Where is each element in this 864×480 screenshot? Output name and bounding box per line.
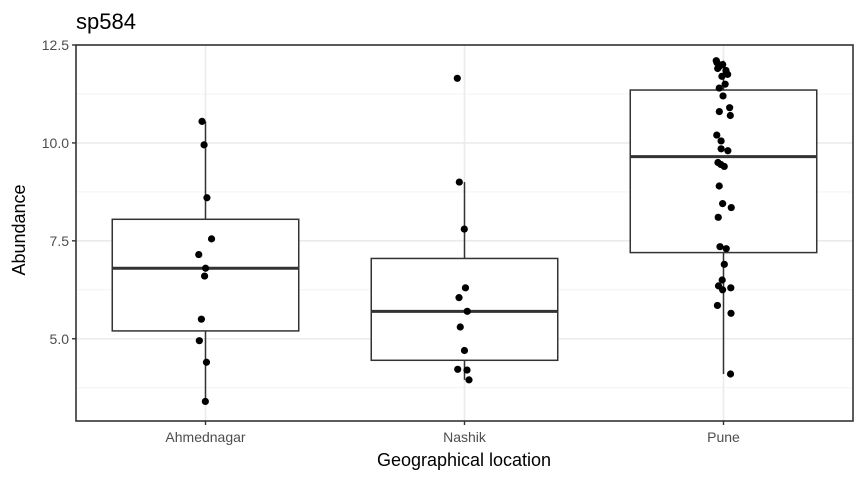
data-point: [203, 194, 211, 202]
data-point: [195, 337, 203, 345]
data-point: [713, 131, 721, 139]
data-point: [715, 84, 723, 92]
data-point: [460, 225, 468, 233]
data-point: [456, 323, 464, 331]
data-point: [715, 182, 723, 190]
data-point: [715, 107, 723, 116]
y-tick-label: 10.0: [42, 135, 69, 151]
data-point: [714, 158, 722, 167]
data-point: [202, 358, 211, 366]
data-point: [463, 307, 471, 315]
data-point: [712, 57, 720, 65]
data-point: [719, 92, 727, 100]
data-point: [198, 117, 206, 125]
data-point: [207, 235, 216, 243]
data-point: [455, 178, 463, 186]
data-point: [716, 243, 724, 251]
data-point: [202, 264, 210, 272]
y-tick-label: 7.5: [50, 233, 70, 249]
axes-layer: 5.0 7.5 10.0 12.5 Ahmednagar Nashik Pune: [42, 37, 854, 445]
data-point: [200, 272, 209, 280]
data-point: [455, 294, 463, 302]
data-point: [718, 276, 726, 284]
data-point: [717, 145, 725, 153]
data-point: [726, 104, 734, 112]
data-point: [720, 260, 728, 268]
data-point: [195, 250, 203, 259]
y-tick-label: 5.0: [50, 331, 70, 347]
data-point: [727, 284, 735, 292]
data-point: [718, 72, 726, 80]
x-axis-title: Geographical location: [377, 450, 551, 470]
points-layer: [195, 57, 735, 406]
data-point: [726, 370, 735, 378]
x-tick-label: Nashik: [443, 429, 487, 445]
data-point: [722, 245, 730, 253]
data-point: [197, 315, 206, 323]
data-point: [727, 203, 735, 212]
data-point: [722, 66, 730, 75]
data-point: [719, 200, 727, 208]
data-point: [461, 284, 470, 292]
data-point: [726, 111, 734, 120]
y-axis-title: Abundance: [9, 184, 29, 275]
x-tick-label: Pune: [707, 429, 740, 445]
data-point: [463, 366, 471, 374]
box-iqr: [629, 89, 818, 254]
data-point: [713, 301, 722, 310]
data-point: [465, 376, 473, 384]
data-point: [717, 137, 725, 145]
data-point: [454, 365, 462, 373]
chart-title: sp584: [76, 9, 136, 34]
data-point: [727, 309, 735, 317]
data-point: [200, 141, 208, 149]
x-tick-label: Ahmednagar: [165, 429, 246, 445]
data-point: [201, 397, 209, 406]
data-point: [721, 80, 729, 88]
y-tick-label: 12.5: [42, 37, 69, 53]
data-point: [453, 74, 461, 82]
data-point: [719, 60, 727, 69]
data-point: [460, 346, 469, 355]
data-point: [714, 282, 723, 290]
data-point: [714, 213, 722, 221]
data-point: [724, 147, 732, 155]
